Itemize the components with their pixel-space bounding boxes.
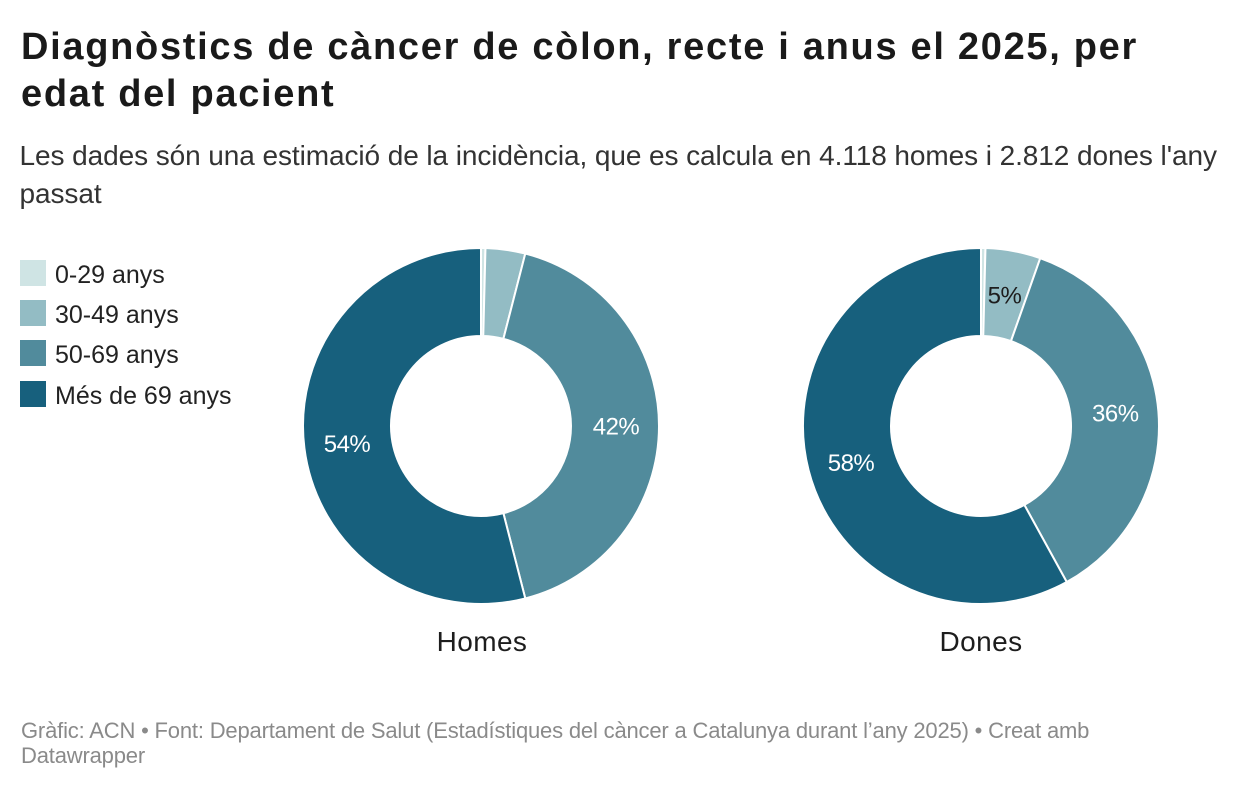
svg-text:54%: 54% bbox=[324, 431, 371, 458]
svg-text:5%: 5% bbox=[988, 283, 1022, 310]
svg-text:36%: 36% bbox=[1092, 400, 1139, 427]
svg-text:42%: 42% bbox=[593, 414, 640, 441]
svg-text:Homes: Homes bbox=[437, 626, 528, 657]
svg-text:58%: 58% bbox=[828, 450, 875, 477]
svg-text:Dones: Dones bbox=[940, 626, 1023, 657]
